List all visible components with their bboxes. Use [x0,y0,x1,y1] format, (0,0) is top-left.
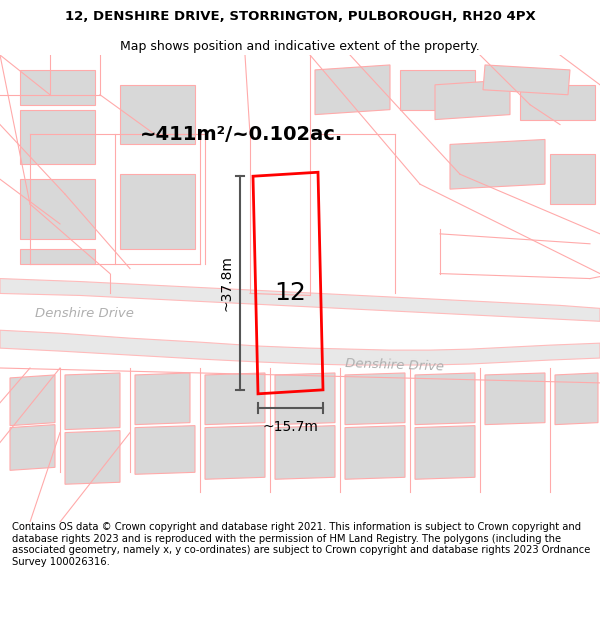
Text: Contains OS data © Crown copyright and database right 2021. This information is : Contains OS data © Crown copyright and d… [12,522,590,567]
Polygon shape [205,373,265,424]
Polygon shape [0,279,600,321]
Text: ~411m²/~0.102ac.: ~411m²/~0.102ac. [140,125,343,144]
Polygon shape [435,80,510,119]
Polygon shape [315,65,390,114]
Polygon shape [275,373,335,424]
Polygon shape [483,65,570,95]
Polygon shape [120,85,195,144]
Polygon shape [20,70,95,104]
Polygon shape [205,426,265,479]
Polygon shape [345,426,405,479]
Polygon shape [415,426,475,479]
Text: Map shows position and indicative extent of the property.: Map shows position and indicative extent… [120,39,480,52]
Polygon shape [0,330,600,365]
Polygon shape [20,109,95,164]
Text: 12, DENSHIRE DRIVE, STORRINGTON, PULBOROUGH, RH20 4PX: 12, DENSHIRE DRIVE, STORRINGTON, PULBORO… [65,10,535,23]
Polygon shape [10,424,55,471]
Polygon shape [120,174,195,249]
Polygon shape [135,426,195,474]
Polygon shape [20,249,95,264]
Polygon shape [520,85,595,119]
Polygon shape [550,154,595,204]
Polygon shape [20,179,95,239]
Polygon shape [65,431,120,484]
Text: 12: 12 [274,281,306,306]
Text: ~15.7m: ~15.7m [263,419,319,434]
Text: ~37.8m: ~37.8m [219,255,233,311]
Polygon shape [485,373,545,424]
Text: Denshire Drive: Denshire Drive [35,307,134,320]
Polygon shape [400,70,475,109]
Polygon shape [275,426,335,479]
Polygon shape [135,373,190,424]
Polygon shape [415,373,475,424]
Polygon shape [555,373,598,424]
Polygon shape [65,373,120,429]
Text: Denshire Drive: Denshire Drive [345,357,444,373]
Polygon shape [345,373,405,424]
Polygon shape [450,139,545,189]
Polygon shape [10,375,55,426]
